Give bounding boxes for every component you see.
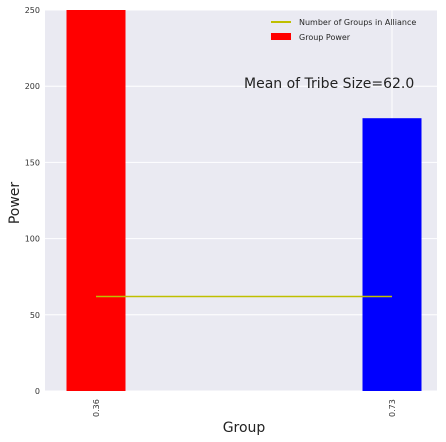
- bar-0.73: [362, 118, 422, 391]
- y-tick-label: 150: [25, 158, 40, 167]
- y-axis-title: Power: [7, 182, 23, 225]
- x-ticks: 0.36 0.73: [92, 399, 397, 417]
- legend-label-line: Number of Groups in Alliance: [299, 18, 416, 27]
- x-axis-title: Group: [223, 420, 266, 436]
- annotation-text: Mean of Tribe Size=62.0: [244, 76, 414, 92]
- x-tick-label: 0.36: [92, 399, 101, 417]
- bar-0.36: [66, 10, 126, 391]
- bars: [66, 10, 422, 391]
- legend-patch-swatch: [271, 33, 291, 40]
- legend-label-bar: Group Power: [299, 33, 351, 42]
- y-tick-label: 0: [35, 387, 40, 396]
- y-tick-label: 250: [25, 6, 40, 15]
- y-tick-label: 50: [30, 311, 40, 320]
- y-tick-label: 100: [25, 235, 40, 244]
- legend: Number of Groups in Alliance Group Power: [271, 18, 416, 42]
- y-tick-label: 200: [25, 82, 40, 91]
- x-tick-label: 0.73: [388, 399, 397, 417]
- y-ticks: 0 50 100 150 200 250: [25, 6, 40, 396]
